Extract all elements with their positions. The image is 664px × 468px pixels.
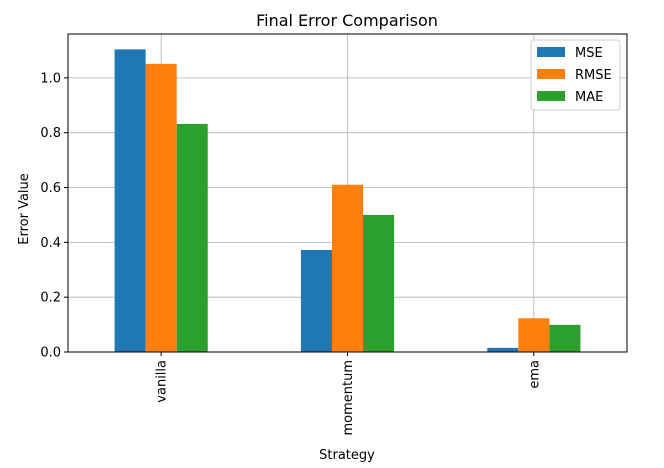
bar-mae-momentum [363, 214, 395, 352]
tick-labels: 0.0 0.2 0.4 0.6 0.8 1.0 vanilla momentum ema [40, 71, 542, 435]
y-tick-label: 0.0 [40, 346, 61, 361]
y-tick-label: 0.6 [40, 181, 61, 196]
bar-rmse-momentum [331, 184, 364, 352]
bar-rmse-ema [518, 318, 550, 352]
y-axis-label: Error Value [17, 173, 32, 245]
y-tick-label: 1.0 [40, 71, 61, 86]
legend: MSE RMSE MAE [530, 39, 621, 111]
y-tick-label: 0.2 [40, 291, 61, 306]
legend-label-rmse: RMSE [575, 68, 612, 83]
x-tick-label-ema: ema [527, 360, 542, 389]
legend-label-mae: MAE [575, 90, 603, 105]
x-tick-label-momentum: momentum [341, 360, 356, 436]
x-axis-label: Strategy [319, 448, 375, 463]
bar-rmse-vanilla [145, 63, 177, 352]
legend-label-mse: MSE [575, 46, 603, 61]
bar-mse-momentum [300, 250, 332, 352]
legend-swatch-mse [537, 47, 565, 57]
legend-swatch-mae [537, 91, 565, 101]
bar-mae-ema [549, 324, 581, 352]
bar-mse-vanilla [114, 49, 146, 353]
bars [114, 49, 581, 353]
axes [64, 33, 628, 356]
legend-swatch-rmse [537, 69, 565, 79]
chart-title: Final Error Comparison [256, 11, 438, 30]
y-tick-label: 0.4 [40, 236, 61, 251]
bar-mse-ema [487, 347, 519, 352]
y-tick-label: 0.8 [40, 126, 61, 141]
bar-mae-vanilla [176, 123, 208, 353]
x-tick-label-vanilla: vanilla [155, 360, 170, 403]
